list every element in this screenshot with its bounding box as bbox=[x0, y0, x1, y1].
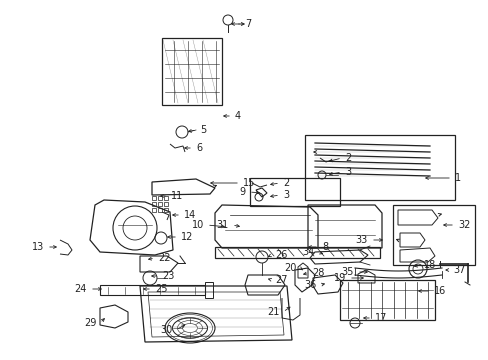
Text: 14: 14 bbox=[183, 210, 196, 220]
Text: 26: 26 bbox=[274, 250, 287, 260]
Bar bbox=[249, 178, 339, 206]
Bar bbox=[392, 205, 474, 265]
Text: 6: 6 bbox=[196, 143, 202, 153]
Text: 20: 20 bbox=[284, 263, 296, 273]
Text: 3: 3 bbox=[283, 190, 288, 200]
Text: 10: 10 bbox=[191, 220, 203, 230]
Text: 15: 15 bbox=[243, 178, 255, 188]
Bar bbox=[204, 282, 213, 298]
Text: 24: 24 bbox=[75, 284, 87, 294]
Text: 33: 33 bbox=[355, 235, 367, 245]
Bar bbox=[158, 208, 162, 212]
Bar bbox=[158, 202, 162, 206]
Text: 17: 17 bbox=[374, 313, 386, 323]
Text: 37: 37 bbox=[452, 265, 465, 275]
Text: 31: 31 bbox=[216, 220, 228, 230]
Bar bbox=[152, 202, 156, 206]
Text: 23: 23 bbox=[162, 271, 174, 281]
Bar bbox=[305, 135, 454, 200]
Bar bbox=[152, 208, 156, 212]
Text: 4: 4 bbox=[235, 111, 241, 121]
Text: 18: 18 bbox=[423, 260, 435, 270]
Text: 1: 1 bbox=[454, 173, 460, 183]
Text: 35: 35 bbox=[341, 267, 353, 277]
Text: 12: 12 bbox=[181, 232, 193, 242]
Text: 27: 27 bbox=[274, 275, 287, 285]
Bar bbox=[158, 196, 162, 200]
Text: 25: 25 bbox=[155, 284, 167, 294]
Text: 5: 5 bbox=[200, 125, 206, 135]
Text: 22: 22 bbox=[158, 253, 170, 263]
Text: 2: 2 bbox=[283, 178, 289, 188]
Bar bbox=[163, 208, 168, 212]
Text: 21: 21 bbox=[267, 307, 280, 317]
Text: 29: 29 bbox=[84, 318, 97, 328]
Text: 32: 32 bbox=[457, 220, 469, 230]
Bar bbox=[163, 202, 168, 206]
Text: 30: 30 bbox=[161, 325, 173, 335]
Bar bbox=[100, 285, 204, 295]
Text: 3: 3 bbox=[345, 167, 350, 177]
Text: 9: 9 bbox=[240, 187, 245, 197]
Text: 16: 16 bbox=[433, 286, 446, 296]
Text: 7: 7 bbox=[244, 19, 251, 29]
Bar bbox=[215, 247, 379, 258]
Text: 11: 11 bbox=[171, 191, 183, 201]
Text: 2: 2 bbox=[345, 153, 350, 163]
Text: 28: 28 bbox=[311, 268, 324, 278]
Text: 34: 34 bbox=[302, 247, 314, 257]
Text: 13: 13 bbox=[32, 242, 44, 252]
Bar bbox=[152, 196, 156, 200]
Bar bbox=[163, 196, 168, 200]
Text: 36: 36 bbox=[304, 280, 316, 290]
Text: 19: 19 bbox=[333, 273, 346, 283]
Text: 8: 8 bbox=[321, 242, 327, 252]
